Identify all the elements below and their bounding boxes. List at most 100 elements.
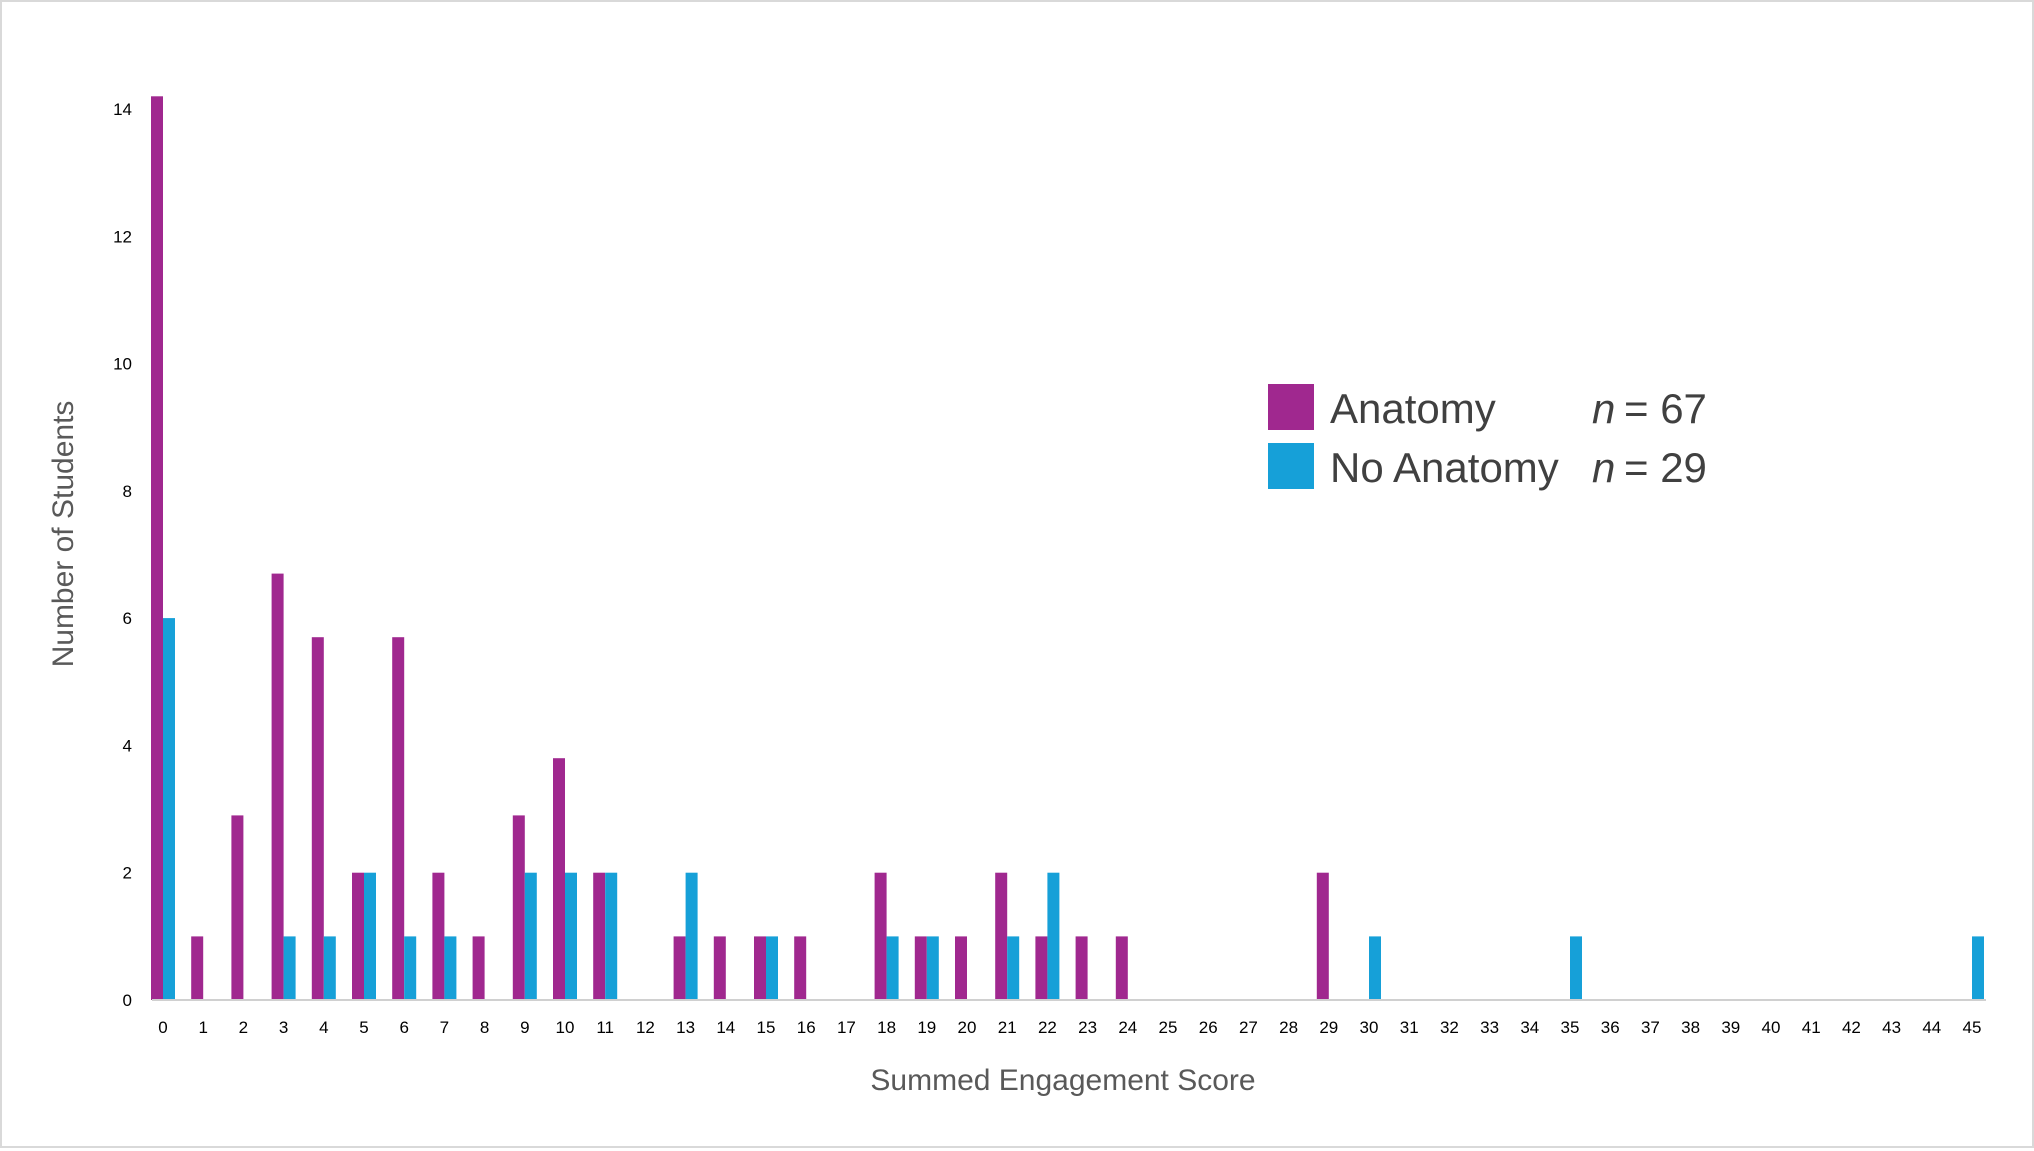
y-axis-label: Number of Students	[47, 401, 80, 668]
legend-n-value: = 67	[1624, 385, 1707, 432]
x-tick-label: 4	[319, 1018, 328, 1037]
x-tick-label: 34	[1520, 1018, 1539, 1037]
x-tick-label: 32	[1440, 1018, 1459, 1037]
bar-anatomy-9	[512, 815, 525, 1000]
x-tick-label: 37	[1641, 1018, 1660, 1037]
x-tick-label: 11	[596, 1018, 614, 1037]
bar-no-anatomy-0	[163, 618, 175, 1000]
x-tick-label: 28	[1279, 1018, 1298, 1037]
bar-no-anatomy-9	[524, 872, 537, 1000]
bar-no-anatomy-4	[323, 936, 336, 1000]
y-tick-label: 6	[123, 609, 132, 628]
x-tick-label: 6	[399, 1018, 408, 1037]
bar-no-anatomy-13	[685, 872, 698, 1000]
x-tick-label: 12	[636, 1018, 655, 1037]
bar-no-anatomy-11	[605, 872, 618, 1000]
bar-anatomy-10	[553, 758, 565, 1000]
x-tick-label: 20	[958, 1018, 977, 1037]
bar-anatomy-7	[432, 872, 445, 1000]
y-tick-label: 14	[113, 100, 132, 119]
legend-n-value: = 29	[1624, 444, 1707, 491]
x-tick-label: 3	[279, 1018, 288, 1037]
x-tick-label: 36	[1601, 1018, 1620, 1037]
legend-swatch-anatomy	[1268, 384, 1314, 430]
bar-anatomy-19	[914, 936, 927, 1000]
x-tick-label: 29	[1319, 1018, 1338, 1037]
x-tick-label: 9	[520, 1018, 529, 1037]
x-tick-label: 30	[1360, 1018, 1379, 1037]
legend-swatch-no-anatomy	[1268, 443, 1314, 489]
x-tick-label: 14	[716, 1018, 735, 1037]
x-tick-label: 16	[797, 1018, 816, 1037]
bar-no-anatomy-21	[1007, 936, 1020, 1000]
bar-no-anatomy-35	[1570, 936, 1582, 1000]
bar-anatomy-18	[874, 872, 887, 1000]
legend-n-symbol: n	[1592, 385, 1615, 432]
bar-no-anatomy-45	[1972, 936, 1984, 1000]
x-tick-label: 17	[837, 1018, 856, 1037]
y-tick-label: 12	[113, 227, 132, 246]
bar-anatomy-4	[311, 637, 324, 1000]
bar-no-anatomy-7	[444, 936, 457, 1000]
x-axis-label: Summed Engagement Score	[870, 1064, 1255, 1097]
legend-n-symbol: n	[1592, 444, 1615, 491]
x-tick-label: 44	[1922, 1018, 1941, 1037]
bar-anatomy-16	[794, 936, 807, 1000]
legend: Anatomy n = 67 No Anatomy n = 29	[1268, 384, 1707, 491]
x-tick-label: 8	[480, 1018, 489, 1037]
bar-anatomy-21	[995, 872, 1008, 1000]
bar-anatomy-3	[271, 573, 284, 1000]
bar-anatomy-24	[1115, 936, 1128, 1000]
bar-anatomy-8	[472, 936, 485, 1000]
bar-anatomy-2	[231, 815, 244, 1000]
x-tick-label: 10	[556, 1018, 575, 1037]
x-tick-label: 33	[1480, 1018, 1499, 1037]
y-tick-label: 0	[123, 991, 132, 1010]
x-tick-label: 31	[1400, 1018, 1419, 1037]
x-tick-label: 23	[1078, 1018, 1097, 1037]
bar-anatomy-0	[151, 96, 163, 1001]
bars-group	[151, 96, 1984, 1001]
y-tick-label: 4	[123, 736, 132, 755]
x-tick-label: 40	[1762, 1018, 1781, 1037]
x-tick-label: 45	[1963, 1018, 1982, 1037]
bar-anatomy-29	[1316, 872, 1329, 1000]
x-tick-label: 39	[1721, 1018, 1740, 1037]
y-tick-label: 2	[123, 864, 132, 883]
bar-anatomy-6	[392, 637, 405, 1000]
bar-anatomy-11	[593, 872, 606, 1000]
bar-anatomy-23	[1075, 936, 1088, 1000]
x-tick-label: 18	[877, 1018, 896, 1037]
bar-no-anatomy-18	[886, 936, 899, 1000]
x-tick-label: 43	[1882, 1018, 1901, 1037]
bar-no-anatomy-22	[1047, 872, 1060, 1000]
x-tick-label: 19	[917, 1018, 936, 1037]
bar-no-anatomy-6	[404, 936, 417, 1000]
bar-no-anatomy-10	[565, 872, 577, 1000]
bar-anatomy-14	[713, 936, 726, 1000]
x-tick-label: 42	[1842, 1018, 1861, 1037]
x-tick-label: 13	[676, 1018, 695, 1037]
x-tick-label: 15	[757, 1018, 776, 1037]
bar-anatomy-20	[955, 936, 967, 1000]
bar-anatomy-1	[191, 936, 204, 1000]
y-tick-label: 8	[123, 482, 132, 501]
x-tick-label: 35	[1561, 1018, 1580, 1037]
x-tick-label: 24	[1118, 1018, 1137, 1037]
x-tick-label: 1	[198, 1018, 207, 1037]
x-tick-label: 21	[998, 1018, 1017, 1037]
bar-no-anatomy-15	[766, 936, 778, 1000]
x-tick-label: 25	[1159, 1018, 1178, 1037]
legend-label: Anatomy	[1330, 385, 1496, 432]
x-tick-label: 5	[359, 1018, 368, 1037]
legend-label: No Anatomy	[1330, 444, 1559, 491]
x-tick-label: 27	[1239, 1018, 1258, 1037]
bar-no-anatomy-19	[926, 936, 939, 1000]
x-tick-label: 2	[239, 1018, 248, 1037]
y-tick-label: 10	[113, 355, 132, 374]
x-tick-label: 7	[440, 1018, 449, 1037]
x-tick-label: 41	[1802, 1018, 1821, 1037]
x-tick-label: 38	[1681, 1018, 1700, 1037]
